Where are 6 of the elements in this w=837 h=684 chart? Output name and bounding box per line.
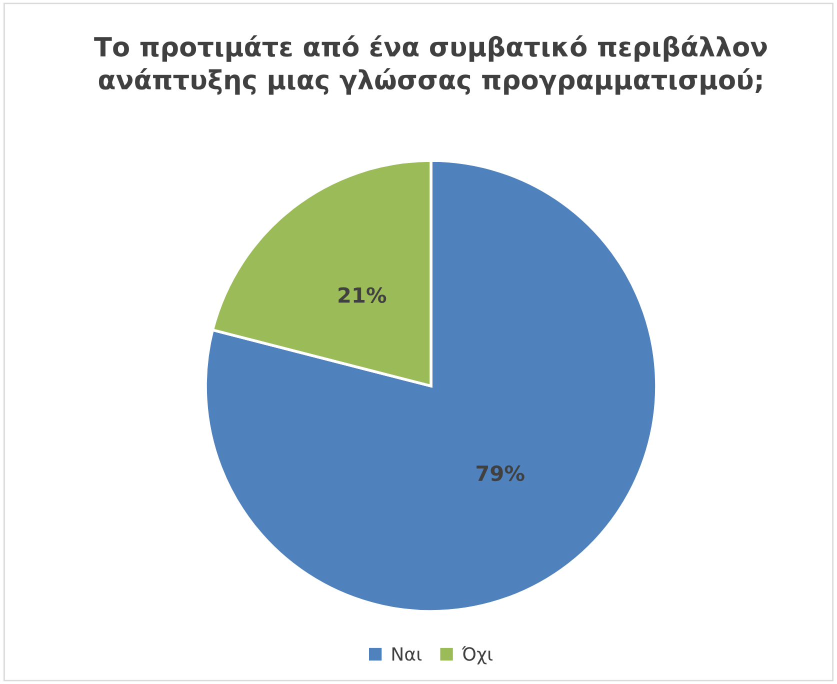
legend-label: Όχι <box>462 646 492 664</box>
data-label: 21% <box>338 287 386 303</box>
data-label: 79% <box>476 465 524 482</box>
legend-label: Ναι <box>392 647 422 661</box>
pie-slice <box>204 159 658 613</box>
chart-title: Το προτιμάτε από ένα συμβατικό περιβάλλον ανάπτυξης μιας γλώσσας προγραμματισμού; <box>94 35 767 95</box>
